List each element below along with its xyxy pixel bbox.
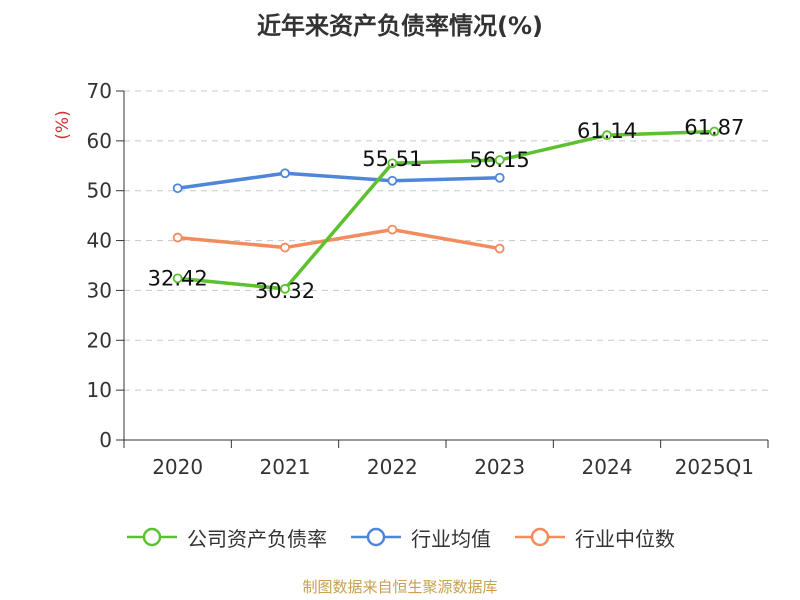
legend-label: 行业中位数 (575, 526, 675, 551)
data-point (172, 232, 183, 243)
series-lines (172, 126, 720, 294)
data-point (280, 283, 290, 294)
data-point (280, 168, 290, 179)
data-point (602, 130, 612, 141)
y-tick-label: 30 (87, 278, 112, 302)
data-label: 61.14 (577, 119, 637, 143)
x-tick-label: 2021 (260, 455, 311, 479)
legend: 公司资产负债率 行业均值 行业中位数 (0, 520, 800, 554)
data-point (387, 224, 398, 235)
data-point (709, 126, 720, 137)
data-label: 61.87 (684, 116, 744, 140)
data-label: 32.42 (148, 266, 208, 290)
data-label: 30.32 (255, 279, 315, 303)
y-tick-label: 50 (87, 179, 112, 203)
legend-item[interactable]: 公司资产负债率 (125, 523, 327, 552)
x-tick-label: 2024 (582, 455, 633, 479)
legend-item[interactable]: 行业中位数 (513, 523, 675, 552)
y-tick-label: 20 (87, 328, 112, 352)
x-tick-label: 2025Q1 (675, 455, 754, 479)
series-line (175, 171, 502, 190)
data-point (494, 155, 505, 165)
data-point (387, 175, 398, 186)
data-point (172, 183, 183, 194)
y-tick-label: 60 (87, 129, 112, 153)
chart-title: 近年来资产负债率情况(%) (257, 12, 543, 40)
y-tick-label: 40 (87, 229, 112, 253)
y-tick-label: 0 (99, 428, 112, 452)
data-point (387, 158, 398, 169)
legend-label: 公司资产负债率 (187, 526, 327, 551)
source-note: 制图数据来自恒生聚源数据库 (302, 578, 498, 596)
legend-item[interactable]: 行业均值 (349, 523, 491, 552)
series-line (175, 129, 717, 291)
axes: 0 10 20 30 40 50 60 70 2020 2021 2022 2023 2024 2025Q… (53, 79, 769, 479)
data-point (280, 242, 290, 253)
x-tick-label: 2023 (474, 455, 525, 479)
data-point (494, 243, 505, 254)
legend-marker-icon (127, 527, 177, 547)
y-axis-label: (%) (53, 110, 73, 139)
data-point (494, 172, 505, 183)
series-line (175, 227, 502, 251)
legend-marker-icon (515, 527, 565, 547)
x-tick-label: 2022 (367, 455, 418, 479)
y-tick-label: 70 (87, 79, 112, 103)
legend-marker-icon (351, 527, 401, 547)
legend-label: 行业均值 (411, 526, 491, 551)
data-point (172, 273, 183, 284)
data-labels: 32.42 30.32 55.51 56.15 61.14 61.87 (148, 116, 745, 303)
x-tick-label: 2020 (152, 455, 203, 479)
y-tick-label: 10 (87, 378, 112, 402)
data-label: 55.51 (362, 147, 422, 171)
data-label: 56.15 (470, 148, 530, 172)
